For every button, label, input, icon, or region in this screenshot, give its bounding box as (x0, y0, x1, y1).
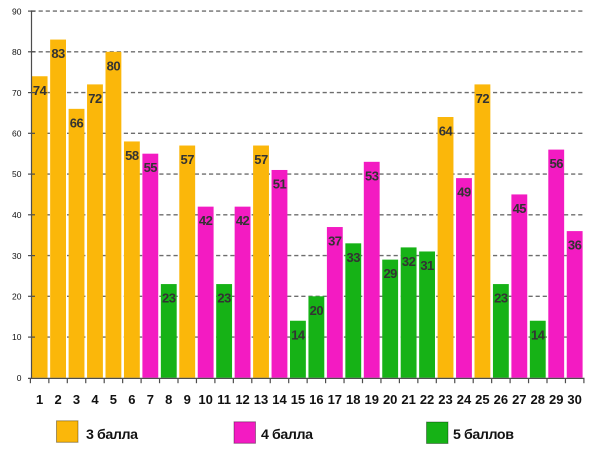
svg-text:20: 20 (310, 303, 324, 318)
svg-text:64: 64 (439, 124, 454, 139)
svg-text:30: 30 (12, 251, 22, 261)
svg-text:60: 60 (12, 129, 22, 139)
svg-text:72: 72 (88, 91, 102, 106)
svg-text:51: 51 (273, 176, 287, 191)
svg-text:30: 30 (567, 392, 581, 407)
svg-text:2: 2 (54, 392, 61, 407)
svg-text:11: 11 (217, 392, 231, 407)
svg-text:24: 24 (457, 392, 472, 407)
svg-text:49: 49 (457, 185, 471, 200)
svg-text:1: 1 (36, 392, 43, 407)
svg-text:45: 45 (513, 201, 527, 216)
svg-text:53: 53 (365, 168, 379, 183)
svg-text:29: 29 (549, 392, 563, 407)
svg-text:42: 42 (199, 213, 213, 228)
svg-text:9: 9 (184, 392, 191, 407)
svg-text:20: 20 (383, 392, 397, 407)
svg-text:23: 23 (162, 291, 176, 306)
svg-text:55: 55 (144, 160, 158, 175)
svg-text:3: 3 (73, 392, 80, 407)
svg-text:4: 4 (91, 392, 99, 407)
svg-text:13: 13 (254, 392, 268, 407)
svg-text:29: 29 (383, 266, 397, 281)
svg-text:32: 32 (402, 254, 416, 269)
svg-text:23: 23 (217, 291, 231, 306)
svg-text:16: 16 (309, 392, 323, 407)
svg-text:4 балла: 4 балла (261, 427, 313, 443)
svg-text:14: 14 (272, 392, 287, 407)
svg-text:10: 10 (198, 392, 212, 407)
svg-text:6: 6 (128, 392, 135, 407)
svg-text:33: 33 (347, 250, 361, 265)
svg-text:23: 23 (438, 392, 452, 407)
svg-text:31: 31 (420, 258, 434, 273)
svg-text:37: 37 (328, 234, 342, 249)
svg-text:56: 56 (549, 156, 563, 171)
svg-text:58: 58 (125, 148, 139, 163)
svg-text:80: 80 (12, 47, 22, 57)
svg-text:57: 57 (254, 152, 268, 167)
svg-text:7: 7 (147, 392, 154, 407)
svg-text:26: 26 (494, 392, 508, 407)
svg-text:15: 15 (291, 392, 305, 407)
svg-text:12: 12 (235, 392, 249, 407)
svg-text:66: 66 (70, 115, 84, 130)
svg-text:83: 83 (51, 46, 65, 61)
svg-text:21: 21 (401, 392, 415, 407)
svg-text:22: 22 (420, 392, 434, 407)
svg-text:74: 74 (33, 83, 48, 98)
svg-text:90: 90 (12, 6, 22, 16)
svg-text:20: 20 (12, 292, 22, 302)
svg-text:23: 23 (494, 291, 508, 306)
svg-text:28: 28 (531, 392, 545, 407)
svg-text:5: 5 (110, 392, 117, 407)
svg-text:0: 0 (17, 373, 22, 383)
svg-text:5 баллов: 5 баллов (453, 427, 514, 443)
svg-text:14: 14 (291, 327, 306, 342)
svg-text:8: 8 (165, 392, 172, 407)
svg-text:10: 10 (12, 332, 22, 342)
svg-text:57: 57 (180, 152, 194, 167)
svg-text:3 балла: 3 балла (86, 427, 138, 443)
svg-text:70: 70 (12, 88, 22, 98)
svg-text:27: 27 (512, 392, 526, 407)
svg-text:18: 18 (346, 392, 360, 407)
svg-text:40: 40 (12, 210, 22, 220)
svg-text:17: 17 (328, 392, 342, 407)
svg-text:42: 42 (236, 213, 250, 228)
svg-text:25: 25 (475, 392, 489, 407)
svg-text:36: 36 (568, 238, 582, 253)
svg-text:19: 19 (364, 392, 378, 407)
svg-text:80: 80 (107, 58, 121, 73)
svg-text:50: 50 (12, 169, 22, 179)
svg-text:14: 14 (531, 327, 546, 342)
svg-text:72: 72 (476, 91, 490, 106)
